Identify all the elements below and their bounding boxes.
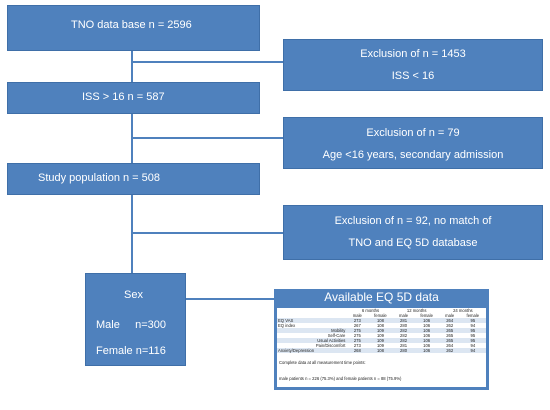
col-header: male — [352, 313, 362, 318]
table-row: Self-Care 275 109 282 106 265 95 — [277, 333, 486, 338]
tno-database-label: TNO data base n = 2596 — [71, 19, 192, 31]
cell: 106 — [413, 338, 440, 343]
exclusion-match-reason: TNO and EQ 5D database — [348, 237, 478, 249]
cell: 281 — [393, 318, 414, 323]
col-header: female — [374, 313, 387, 318]
cell: 265 — [446, 333, 454, 338]
row-label: EQ VAS — [277, 318, 348, 323]
exclusion-iss-count: Exclusion of n = 1453 — [360, 48, 466, 60]
period-header-row: 6 months 12 months 24 months — [277, 308, 486, 313]
cell: 282 — [393, 328, 414, 333]
row-label: Anxiety/Depression — [277, 348, 348, 353]
cell: 268 — [347, 348, 368, 353]
table-row: EQ index 267 108 280 106 262 94 — [277, 323, 486, 328]
cell: 264 — [439, 318, 460, 323]
cell: 108 — [367, 318, 394, 323]
tno-database-box: TNO data base n = 2596 — [7, 5, 260, 51]
table-row: Anxiety/Depression 268 108 280 106 262 9… — [277, 348, 486, 353]
cell: 106 — [423, 343, 431, 348]
col-header: female — [466, 313, 480, 318]
study-population-label: Study population n = 508 — [38, 172, 161, 184]
cell: 267 — [353, 323, 361, 328]
col-header: male — [398, 313, 409, 318]
cell: 109 — [367, 328, 394, 333]
table-row: EQ VAS 273 108 281 106 264 95 — [277, 318, 486, 323]
eq5d-title: Available EQ 5D data — [324, 290, 439, 304]
cell: 280 — [400, 323, 408, 328]
period-24-months: 24 months — [453, 308, 473, 313]
cell: 282 — [393, 338, 414, 343]
sex-female: Female n=116 — [96, 345, 166, 357]
row-label: Self-Care — [327, 333, 346, 338]
cell: 106 — [413, 328, 440, 333]
cell: 275 — [347, 338, 368, 343]
cell: 106 — [413, 318, 440, 323]
sex-male: Male n=300 — [96, 319, 167, 331]
footnote-complete: Complete data at all measurement time po… — [279, 360, 366, 365]
cell: 262 — [439, 348, 460, 353]
cell: 262 — [446, 323, 454, 328]
cell: 109 — [367, 338, 394, 343]
cell: 108 — [367, 348, 394, 353]
exclusion-age-box: Exclusion of n = 79 Age <16 years, secon… — [283, 117, 543, 169]
exclusion-match-box: Exclusion of n = 92, no match of TNO and… — [283, 205, 543, 260]
col-header: male — [445, 313, 455, 318]
row-label: Mobility — [277, 328, 348, 333]
cell: 109 — [376, 333, 384, 338]
cell: 108 — [376, 323, 384, 328]
cell: 273 — [347, 318, 368, 323]
period-12-months: 12 months — [406, 308, 427, 313]
cell: 109 — [376, 343, 384, 348]
cell: 95 — [459, 338, 486, 343]
cell: 94 — [459, 348, 486, 353]
cell: 282 — [400, 333, 408, 338]
cell: 280 — [393, 348, 414, 353]
cell: 94 — [470, 343, 476, 348]
eq5d-table: 6 months 12 months 24 months male female… — [277, 308, 486, 353]
table-row: Usual Activities 275 109 282 106 265 95 — [277, 338, 486, 343]
cell: 95 — [459, 318, 486, 323]
period-6-months: 6 months — [361, 308, 380, 313]
cell: 106 — [413, 348, 440, 353]
cell: 265 — [439, 328, 460, 333]
row-label: Pain/Discomfort — [315, 343, 346, 348]
cell: 95 — [459, 328, 486, 333]
exclusion-iss-reason: ISS < 16 — [391, 70, 435, 82]
cell: 94 — [470, 323, 476, 328]
cell: 265 — [439, 338, 460, 343]
sex-title: Sex — [124, 289, 143, 301]
cell: 264 — [446, 343, 454, 348]
row-label: EQ index — [278, 323, 296, 328]
row-label: Usual Activities — [277, 338, 348, 343]
cell: 275 — [347, 328, 368, 333]
study-population-box: Study population n = 508 — [7, 163, 260, 195]
eq5d-table-area: 6 months 12 months 24 months male female… — [277, 308, 486, 387]
iss-box: ISS > 16 n = 587 — [7, 82, 260, 114]
cell: 275 — [353, 333, 361, 338]
sex-box: Sex Male n=300 Female n=116 — [85, 273, 186, 366]
cell: 273 — [353, 343, 361, 348]
exclusion-age-count: Exclusion of n = 79 — [366, 127, 460, 139]
footnote-patients: male patients n = 226 (75.3%) and female… — [279, 376, 402, 381]
cell: 281 — [400, 343, 408, 348]
sex-header-row: male female male female male female — [277, 313, 486, 318]
table-row: Pain/Discomfort 273 109 281 106 264 94 — [277, 343, 486, 348]
exclusion-match-count: Exclusion of n = 92, no match of — [334, 215, 492, 227]
eq5d-panel: Available EQ 5D data 6 months 12 months … — [274, 289, 489, 390]
exclusion-iss-box: Exclusion of n = 1453 ISS < 16 — [283, 39, 543, 91]
col-header: female — [420, 313, 433, 318]
cell: 106 — [423, 323, 431, 328]
cell: 95 — [470, 333, 476, 338]
table-row: Mobility 275 109 282 106 265 95 — [277, 328, 486, 333]
exclusion-age-reason: Age <16 years, secondary admission — [322, 149, 504, 161]
cell: 106 — [423, 333, 431, 338]
iss-label: ISS > 16 n = 587 — [82, 91, 165, 103]
